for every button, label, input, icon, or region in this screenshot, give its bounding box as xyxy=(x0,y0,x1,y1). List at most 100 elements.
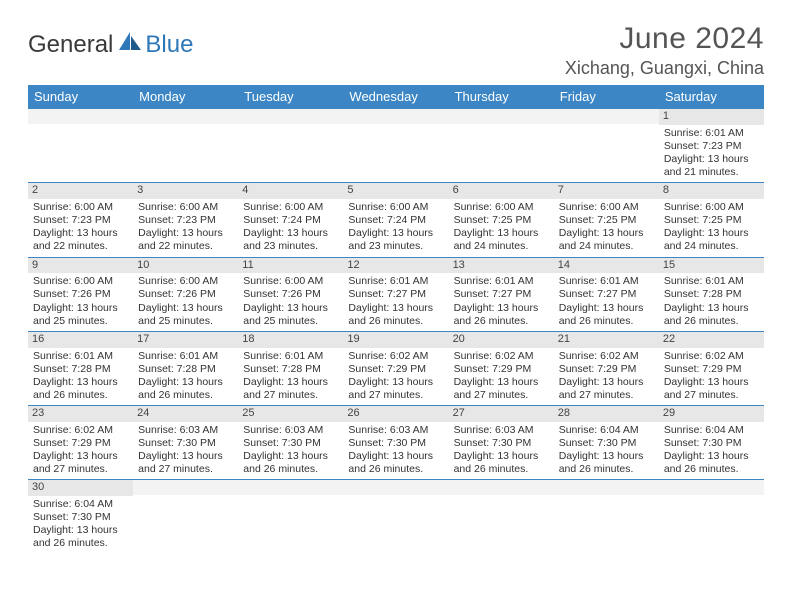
dl1-text: Daylight: 13 hours xyxy=(664,302,759,315)
dow-saturday: Saturday xyxy=(659,85,764,109)
dl1-text: Daylight: 13 hours xyxy=(138,450,233,463)
day-cell: 19Sunrise: 6:02 AMSunset: 7:29 PMDayligh… xyxy=(343,332,448,405)
dow-thursday: Thursday xyxy=(449,85,554,109)
day-cell: 5Sunrise: 6:00 AMSunset: 7:24 PMDaylight… xyxy=(343,183,448,256)
sunset-text: Sunset: 7:30 PM xyxy=(454,437,549,450)
sunrise-text: Sunrise: 6:00 AM xyxy=(243,201,338,214)
day-cell: 3Sunrise: 6:00 AMSunset: 7:23 PMDaylight… xyxy=(133,183,238,256)
sunrise-text: Sunrise: 6:00 AM xyxy=(243,275,338,288)
sunset-text: Sunset: 7:30 PM xyxy=(243,437,338,450)
dl1-text: Daylight: 13 hours xyxy=(33,376,128,389)
page-header: General Blue June 2024 Xichang, Guangxi,… xyxy=(28,22,764,79)
dl2-text: and 23 minutes. xyxy=(243,240,338,253)
sunrise-text: Sunrise: 6:02 AM xyxy=(454,350,549,363)
dl1-text: Daylight: 13 hours xyxy=(348,302,443,315)
day-cell: 2Sunrise: 6:00 AMSunset: 7:23 PMDaylight… xyxy=(28,183,133,256)
dl2-text: and 26 minutes. xyxy=(33,537,128,550)
dow-friday: Friday xyxy=(554,85,659,109)
sunrise-text: Sunrise: 6:04 AM xyxy=(664,424,759,437)
sunrise-text: Sunrise: 6:00 AM xyxy=(138,275,233,288)
dl1-text: Daylight: 13 hours xyxy=(243,450,338,463)
day-number: 30 xyxy=(28,480,133,496)
sunset-text: Sunset: 7:25 PM xyxy=(559,214,654,227)
dl1-text: Daylight: 13 hours xyxy=(138,227,233,240)
sunset-text: Sunset: 7:28 PM xyxy=(243,363,338,376)
sunset-text: Sunset: 7:29 PM xyxy=(348,363,443,376)
day-number xyxy=(238,109,343,124)
dow-sunday: Sunday xyxy=(28,85,133,109)
dl1-text: Daylight: 13 hours xyxy=(243,227,338,240)
day-cell: 28Sunrise: 6:04 AMSunset: 7:30 PMDayligh… xyxy=(554,406,659,479)
day-cell: 6Sunrise: 6:00 AMSunset: 7:25 PMDaylight… xyxy=(449,183,554,256)
dl2-text: and 26 minutes. xyxy=(454,463,549,476)
day-cell: 14Sunrise: 6:01 AMSunset: 7:27 PMDayligh… xyxy=(554,258,659,331)
day-cell: 10Sunrise: 6:00 AMSunset: 7:26 PMDayligh… xyxy=(133,258,238,331)
day-number xyxy=(554,480,659,495)
day-number: 10 xyxy=(133,258,238,274)
sail-icon xyxy=(115,30,143,59)
dl1-text: Daylight: 13 hours xyxy=(138,302,233,315)
sunrise-text: Sunrise: 6:01 AM xyxy=(348,275,443,288)
sunset-text: Sunset: 7:25 PM xyxy=(454,214,549,227)
sunrise-text: Sunrise: 6:03 AM xyxy=(348,424,443,437)
day-cell-blank xyxy=(133,480,238,553)
sunset-text: Sunset: 7:23 PM xyxy=(138,214,233,227)
day-cell: 22Sunrise: 6:02 AMSunset: 7:29 PMDayligh… xyxy=(659,332,764,405)
dl1-text: Daylight: 13 hours xyxy=(454,450,549,463)
day-cell-blank xyxy=(28,109,133,182)
day-number: 2 xyxy=(28,183,133,199)
sunrise-text: Sunrise: 6:03 AM xyxy=(138,424,233,437)
day-cell-blank xyxy=(554,109,659,182)
sunset-text: Sunset: 7:23 PM xyxy=(664,140,759,153)
day-number: 21 xyxy=(554,332,659,348)
dl1-text: Daylight: 13 hours xyxy=(559,227,654,240)
dl1-text: Daylight: 13 hours xyxy=(243,376,338,389)
dow-wednesday: Wednesday xyxy=(343,85,448,109)
sunrise-text: Sunrise: 6:01 AM xyxy=(33,350,128,363)
dl1-text: Daylight: 13 hours xyxy=(454,302,549,315)
day-cell-blank xyxy=(449,480,554,553)
day-number: 24 xyxy=(133,406,238,422)
day-cell: 26Sunrise: 6:03 AMSunset: 7:30 PMDayligh… xyxy=(343,406,448,479)
dl1-text: Daylight: 13 hours xyxy=(348,227,443,240)
sunset-text: Sunset: 7:28 PM xyxy=(33,363,128,376)
sunrise-text: Sunrise: 6:04 AM xyxy=(33,498,128,511)
dl2-text: and 26 minutes. xyxy=(559,463,654,476)
brand-blue: Blue xyxy=(145,31,193,59)
day-number: 9 xyxy=(28,258,133,274)
day-cell: 15Sunrise: 6:01 AMSunset: 7:28 PMDayligh… xyxy=(659,258,764,331)
day-number xyxy=(133,480,238,495)
sunrise-text: Sunrise: 6:02 AM xyxy=(348,350,443,363)
sunrise-text: Sunrise: 6:04 AM xyxy=(559,424,654,437)
sunset-text: Sunset: 7:30 PM xyxy=(138,437,233,450)
day-cell: 20Sunrise: 6:02 AMSunset: 7:29 PMDayligh… xyxy=(449,332,554,405)
dow-tuesday: Tuesday xyxy=(238,85,343,109)
sunset-text: Sunset: 7:29 PM xyxy=(454,363,549,376)
day-number: 22 xyxy=(659,332,764,348)
sunrise-text: Sunrise: 6:03 AM xyxy=(454,424,549,437)
dl1-text: Daylight: 13 hours xyxy=(559,302,654,315)
day-number: 27 xyxy=(449,406,554,422)
day-cell: 29Sunrise: 6:04 AMSunset: 7:30 PMDayligh… xyxy=(659,406,764,479)
dl1-text: Daylight: 13 hours xyxy=(664,153,759,166)
sunset-text: Sunset: 7:25 PM xyxy=(664,214,759,227)
dl1-text: Daylight: 13 hours xyxy=(33,450,128,463)
dl2-text: and 26 minutes. xyxy=(33,389,128,402)
day-number xyxy=(28,109,133,124)
sunset-text: Sunset: 7:27 PM xyxy=(559,288,654,301)
sunset-text: Sunset: 7:29 PM xyxy=(664,363,759,376)
day-cell: 16Sunrise: 6:01 AMSunset: 7:28 PMDayligh… xyxy=(28,332,133,405)
dl1-text: Daylight: 13 hours xyxy=(138,376,233,389)
dl2-text: and 26 minutes. xyxy=(348,315,443,328)
calendar-table: Sunday Monday Tuesday Wednesday Thursday… xyxy=(28,85,764,554)
dl1-text: Daylight: 13 hours xyxy=(664,227,759,240)
dl2-text: and 26 minutes. xyxy=(559,315,654,328)
day-cell: 9Sunrise: 6:00 AMSunset: 7:26 PMDaylight… xyxy=(28,258,133,331)
day-number xyxy=(554,109,659,124)
week-row: 1Sunrise: 6:01 AMSunset: 7:23 PMDaylight… xyxy=(28,109,764,183)
day-number: 12 xyxy=(343,258,448,274)
sunrise-text: Sunrise: 6:01 AM xyxy=(664,127,759,140)
day-cell-blank xyxy=(238,109,343,182)
day-cell: 12Sunrise: 6:01 AMSunset: 7:27 PMDayligh… xyxy=(343,258,448,331)
sunrise-text: Sunrise: 6:01 AM xyxy=(138,350,233,363)
